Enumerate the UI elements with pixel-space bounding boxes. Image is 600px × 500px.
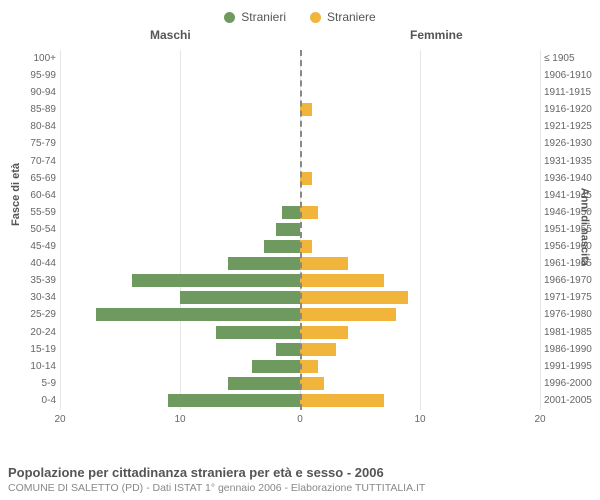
age-label: 80-84 (6, 121, 56, 132)
birth-year-label: 1946-1950 (544, 207, 599, 218)
age-label: 25-29 (6, 309, 56, 320)
birth-year-label: 1961-1965 (544, 258, 599, 269)
birth-year-label: 1921-1925 (544, 121, 599, 132)
bar-male (282, 206, 300, 219)
age-label: 50-54 (6, 224, 56, 235)
bar-male (276, 223, 300, 236)
bar-female (300, 206, 318, 219)
birth-year-label: 1911-1915 (544, 87, 599, 98)
age-label: 5-9 (6, 378, 56, 389)
age-label: 60-64 (6, 190, 56, 201)
plot-area: 100+≤ 190595-991906-191090-941911-191585… (60, 50, 540, 410)
age-label: 20-24 (6, 327, 56, 338)
age-label: 70-74 (6, 156, 56, 167)
legend: Stranieri Straniere (0, 0, 600, 28)
age-label: 65-69 (6, 173, 56, 184)
bar-male (132, 274, 300, 287)
x-tick: 20 (54, 414, 65, 425)
legend-swatch-female (310, 12, 321, 23)
bar-male (228, 377, 300, 390)
legend-label-male: Stranieri (241, 10, 286, 24)
x-tick: 0 (297, 414, 303, 425)
birth-year-label: 1991-1995 (544, 361, 599, 372)
birth-year-label: 1971-1975 (544, 292, 599, 303)
birth-year-label: 1936-1940 (544, 173, 599, 184)
birth-year-label: 1941-1945 (544, 190, 599, 201)
bar-male (264, 240, 300, 253)
birth-year-label: 1926-1930 (544, 138, 599, 149)
age-label: 95-99 (6, 70, 56, 81)
birth-year-label: 1986-1990 (544, 344, 599, 355)
zero-line (300, 50, 302, 410)
age-label: 35-39 (6, 275, 56, 286)
legend-item-male: Stranieri (224, 10, 286, 24)
birth-year-label: 1951-1955 (544, 224, 599, 235)
age-label: 40-44 (6, 258, 56, 269)
age-label: 85-89 (6, 104, 56, 115)
bar-female (300, 343, 336, 356)
birth-year-label: 1956-1960 (544, 241, 599, 252)
x-tick: 10 (414, 414, 425, 425)
bar-female (300, 274, 384, 287)
x-tick: 10 (174, 414, 185, 425)
birth-year-label: 1976-1980 (544, 309, 599, 320)
header-female: Femmine (410, 28, 463, 42)
bar-female (300, 257, 348, 270)
bar-male (228, 257, 300, 270)
age-label: 90-94 (6, 87, 56, 98)
bar-female (300, 377, 324, 390)
age-label: 100+ (6, 53, 56, 64)
bar-male (216, 326, 300, 339)
age-label: 10-14 (6, 361, 56, 372)
bar-female (300, 326, 348, 339)
age-label: 55-59 (6, 207, 56, 218)
birth-year-label: 1966-1970 (544, 275, 599, 286)
legend-swatch-male (224, 12, 235, 23)
age-label: 45-49 (6, 241, 56, 252)
chart-title: Popolazione per cittadinanza straniera p… (8, 465, 592, 480)
pyramid-chart: Fasce di età Anni di nascita 100+≤ 19059… (0, 46, 600, 446)
column-headers: Maschi Femmine (0, 28, 600, 46)
bar-male (168, 394, 300, 407)
bar-female (300, 291, 408, 304)
age-label: 30-34 (6, 292, 56, 303)
birth-year-label: 1981-1985 (544, 327, 599, 338)
x-tick: 20 (534, 414, 545, 425)
bar-female (300, 394, 384, 407)
gridline (540, 50, 541, 410)
legend-label-female: Straniere (327, 10, 376, 24)
bar-male (180, 291, 300, 304)
legend-item-female: Straniere (310, 10, 376, 24)
chart-footer: Popolazione per cittadinanza straniera p… (8, 465, 592, 494)
bar-male (252, 360, 300, 373)
bar-male (96, 308, 300, 321)
birth-year-label: 1906-1910 (544, 70, 599, 81)
birth-year-label: 1931-1935 (544, 156, 599, 167)
chart-subtitle: COMUNE DI SALETTO (PD) - Dati ISTAT 1° g… (8, 482, 592, 494)
x-axis: 201001020 (60, 414, 540, 428)
bar-female (300, 360, 318, 373)
age-label: 15-19 (6, 344, 56, 355)
bar-male (276, 343, 300, 356)
header-male: Maschi (150, 28, 191, 42)
birth-year-label: ≤ 1905 (544, 53, 599, 64)
birth-year-label: 1996-2000 (544, 378, 599, 389)
age-label: 0-4 (6, 395, 56, 406)
birth-year-label: 2001-2005 (544, 395, 599, 406)
bar-female (300, 308, 396, 321)
birth-year-label: 1916-1920 (544, 104, 599, 115)
age-label: 75-79 (6, 138, 56, 149)
